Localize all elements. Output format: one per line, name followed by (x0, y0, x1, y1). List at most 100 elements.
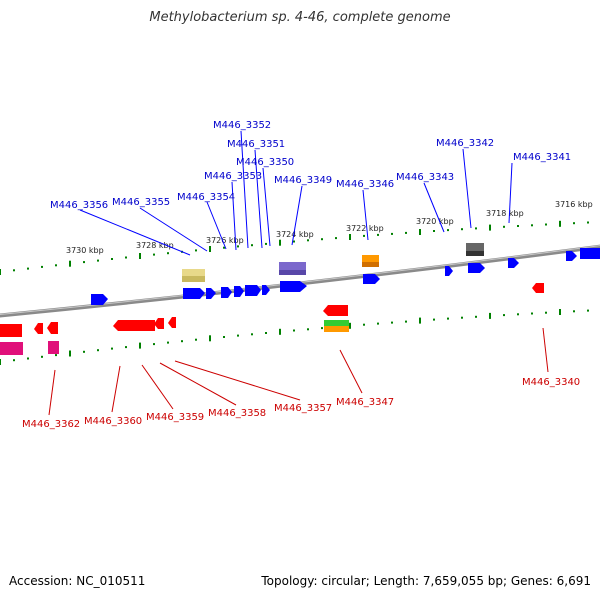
inner-scale-ring (0, 309, 589, 365)
gene-arrow-3340[interactable] (532, 283, 544, 293)
gene-label-3362[interactable]: M446_3362 (22, 419, 80, 430)
gene-label-3351[interactable]: M446_3351 (227, 139, 285, 150)
outer-scale-ring (0, 220, 589, 275)
scale-tick-minor (461, 316, 463, 319)
scale-tick-minor (363, 323, 365, 326)
scale-label-3716: 3716 kbp (555, 200, 593, 209)
scale-tick-minor (293, 240, 295, 243)
scale-tick-minor (587, 221, 589, 224)
scale-tick-minor (27, 357, 29, 360)
gene-label-3360[interactable]: M446_3360 (84, 416, 142, 427)
scale-tick-minor (531, 224, 533, 227)
feature-khaki (182, 269, 205, 282)
scale-tick-minor (405, 320, 407, 323)
gene-label-3340[interactable]: M446_3340 (522, 377, 580, 388)
feature-gray (466, 243, 484, 256)
scale-label-3728: 3728 kbp (136, 241, 174, 250)
gene-arrow-3360[interactable] (113, 320, 155, 331)
gene-arrow-3347[interactable] (323, 305, 348, 316)
reverse-genes (0, 283, 544, 337)
gene-arrow-3343[interactable] (445, 266, 453, 276)
gene-arrow-3341b[interactable] (566, 251, 577, 261)
scale-tick-major (139, 342, 141, 349)
gene-arrow-3356[interactable] (91, 294, 108, 305)
scale-tick-minor (167, 341, 169, 344)
scale-tick-major (279, 239, 281, 246)
scale-tick-major (419, 317, 421, 324)
scale-tick-minor (153, 253, 155, 256)
gene-label-3355[interactable]: M446_3355 (112, 197, 170, 208)
scale-tick-minor (265, 242, 267, 245)
gene-label-3357[interactable]: M446_3357 (274, 403, 332, 414)
gene-label-3354[interactable]: M446_3354 (177, 192, 235, 203)
gene-label-3347[interactable]: M446_3347 (336, 397, 394, 408)
gene-label-3346[interactable]: M446_3346 (336, 179, 394, 190)
gene-label-3356[interactable]: M446_3356 (50, 200, 108, 211)
gene-arrow-edge[interactable] (580, 248, 600, 259)
scale-tick-minor (433, 230, 435, 232)
gene-arrow-3351[interactable] (245, 285, 261, 296)
scale-tick-minor (503, 225, 505, 228)
scale-label-3730: 3730 kbp (66, 246, 104, 255)
scale-tick-minor (153, 343, 155, 346)
gene-label-3352[interactable]: M446_3352 (213, 120, 271, 131)
gene-label-3359[interactable]: M446_3359 (146, 412, 204, 423)
gene-arrow-3354[interactable] (206, 288, 216, 299)
genome-summary: Topology: circular; Length: 7,659,055 bp… (261, 574, 591, 588)
gene-arrow-3355[interactable] (183, 288, 205, 299)
scale-tick-minor (391, 321, 393, 324)
gene-arrow-3341[interactable] (508, 258, 519, 268)
gene-arrow-3342[interactable] (468, 263, 485, 273)
scale-label-3724: 3724 kbp (276, 230, 314, 239)
gene-label-3350[interactable]: M446_3350 (236, 157, 294, 168)
scale-tick-minor (97, 349, 99, 352)
scale-tick-minor (181, 340, 183, 343)
gene-label-3349[interactable]: M446_3349 (274, 175, 332, 186)
scale-tick-minor (517, 313, 519, 316)
gene-label-3353[interactable]: M446_3353 (204, 171, 262, 182)
scale-tick-minor (335, 237, 337, 240)
scale-tick-minor (195, 338, 197, 341)
scale-tick-minor (195, 249, 197, 252)
gene-label-3342[interactable]: M446_3342 (436, 138, 494, 149)
gene-arrow-3353[interactable] (221, 287, 232, 298)
scale-tick-major (209, 246, 211, 252)
scale-tick-minor (377, 233, 379, 236)
gene-arrow-3349[interactable] (280, 281, 307, 292)
gene-arrow-3346[interactable] (363, 274, 380, 284)
gene-label-3358[interactable]: M446_3358 (208, 408, 266, 419)
gene-arrow-3362-edge[interactable] (0, 324, 22, 337)
scale-tick-minor (97, 259, 99, 262)
forward-genes (91, 248, 600, 305)
scale-tick-minor (447, 317, 449, 320)
gene-arrow-3350[interactable] (262, 285, 270, 295)
gene-arrow-3353b[interactable] (234, 286, 244, 297)
gene-arrow-3358[interactable] (168, 317, 176, 328)
scale-tick-minor (321, 238, 323, 241)
scale-tick-minor (461, 228, 463, 231)
scale-tick-major (139, 253, 141, 259)
scale-tick-minor (251, 333, 253, 336)
gene-label-3341[interactable]: M446_3341 (513, 152, 571, 163)
gene-arrow-3359[interactable] (154, 318, 164, 329)
scale-tick-minor (433, 318, 435, 321)
scale-tick-minor (447, 229, 449, 232)
scale-tick-minor (265, 332, 267, 334)
gene-label-3343[interactable]: M446_3343 (396, 172, 454, 183)
scale-label-3718: 3718 kbp (486, 209, 524, 218)
scale-tick-minor (363, 234, 365, 237)
scale-tick-minor (237, 334, 239, 337)
top-leader-lines (79, 130, 513, 256)
scale-tick-minor (13, 359, 15, 362)
scale-tick-major (0, 359, 1, 365)
scale-tick-minor (293, 329, 295, 332)
gene-arrow-3361[interactable] (47, 322, 58, 334)
scale-tick-major (69, 260, 71, 267)
scale-tick-minor (125, 346, 127, 349)
scale-tick-minor (587, 309, 589, 312)
top-gene-labels: M446_3341 M446_3342 M446_3343 M446_3346 … (50, 120, 571, 211)
gene-arrow-3362[interactable] (34, 323, 43, 334)
scale-tick-major (349, 234, 351, 240)
